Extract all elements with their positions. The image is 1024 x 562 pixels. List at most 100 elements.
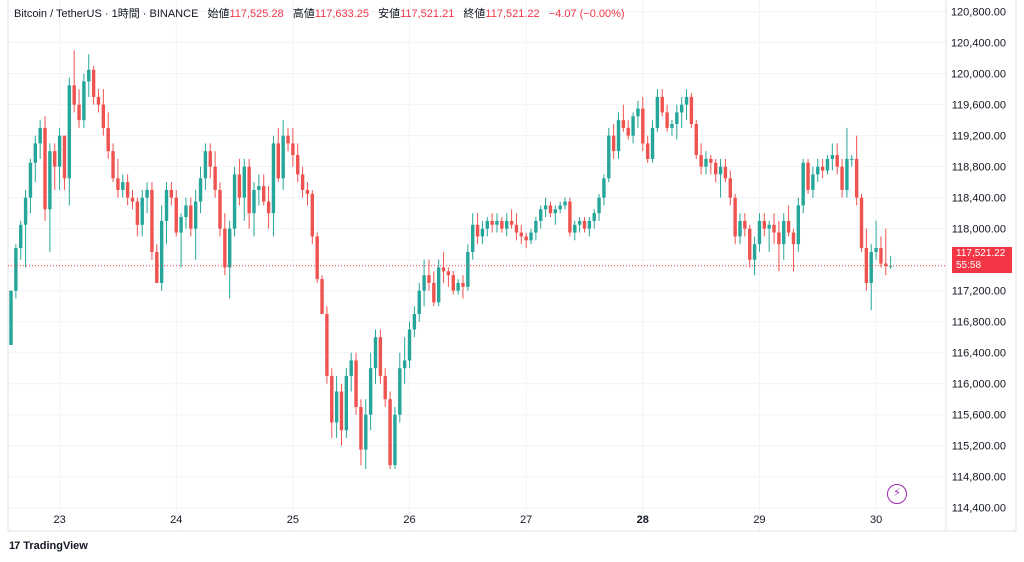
candle-body <box>140 197 144 225</box>
candle-body <box>806 162 810 190</box>
candle-body <box>432 282 436 303</box>
candle-body <box>641 108 645 144</box>
candle-body <box>796 205 801 245</box>
candle-body <box>694 124 698 156</box>
candle-body <box>888 265 893 267</box>
candle-body <box>130 197 135 202</box>
price-tick-label: 116,000.00 <box>952 379 1006 391</box>
candle-body <box>684 96 689 105</box>
price-tick-label: 120,400.00 <box>951 38 1006 50</box>
candle-body <box>33 143 37 163</box>
candle-body <box>291 143 295 156</box>
candle-body <box>14 248 18 291</box>
candle-body <box>850 158 854 160</box>
candle-body <box>193 201 198 229</box>
candle-body <box>305 189 310 194</box>
candle-body <box>752 244 757 260</box>
candle-body <box>514 224 519 233</box>
candle-body <box>43 127 47 210</box>
candle-body <box>373 337 378 369</box>
candle-body <box>334 391 339 423</box>
candle-body <box>840 166 844 190</box>
candle-body <box>461 282 465 287</box>
candle-body <box>228 228 232 268</box>
candle-body <box>777 232 781 245</box>
candle-body <box>757 220 762 245</box>
candle-body <box>636 108 640 117</box>
candle-body <box>519 232 523 237</box>
candle-body <box>607 135 611 179</box>
price-axis[interactable]: 120,800.00 120,400.00 120,000.00 119,600.00… <box>951 7 1006 515</box>
candle-body <box>709 158 713 163</box>
time-tick-label: 26 <box>403 514 415 526</box>
candle-body <box>155 251 159 283</box>
candle-body <box>330 375 334 423</box>
candle-body <box>475 224 480 237</box>
candle-body <box>801 162 805 206</box>
candle-body <box>748 228 752 260</box>
candle-body <box>631 116 635 136</box>
candle-body <box>422 275 426 291</box>
candle-body <box>811 174 815 190</box>
lightning-icon[interactable]: ⚡ <box>887 484 907 504</box>
candle-body <box>310 193 315 237</box>
candle-body <box>320 279 324 314</box>
tradingview-logo[interactable]: 17 TradingView <box>9 540 88 552</box>
candle-body <box>388 399 392 466</box>
candle-body <box>96 96 101 105</box>
candle-body <box>548 205 553 214</box>
candle-body <box>257 186 261 190</box>
candle-body <box>611 135 616 152</box>
open-value: 117,525.28 <box>229 8 284 20</box>
candle-body <box>364 414 368 450</box>
candle-body <box>670 124 674 128</box>
price-tick-label: 119,600.00 <box>952 100 1006 112</box>
candle-body <box>91 69 96 97</box>
candle-body <box>816 166 820 175</box>
time-tick-label: 30 <box>870 514 882 526</box>
change-value: −4.07 (−0.00%) <box>548 8 625 20</box>
candle-body <box>495 220 499 225</box>
candle-body <box>592 213 596 221</box>
candle-body <box>738 220 742 237</box>
candle-body <box>9 290 13 345</box>
price-tick-label: 118,400.00 <box>952 193 1006 205</box>
candle-body <box>213 166 217 190</box>
candle-body <box>106 127 110 152</box>
low-label: 安値 <box>378 8 401 20</box>
candle-body <box>543 205 548 210</box>
candle-body <box>237 174 242 198</box>
candle-body <box>563 201 567 206</box>
candle-body <box>368 368 373 415</box>
candle-body <box>568 201 572 233</box>
candle-body <box>349 360 353 376</box>
candle-body <box>441 267 446 272</box>
candle-body <box>825 158 830 171</box>
low-value: 117,521.21 <box>400 8 455 20</box>
price-tick-label: 114,800.00 <box>952 472 1006 484</box>
time-tick-label: 27 <box>520 514 532 526</box>
time-axis[interactable]: 23 24 25 26 27 28 29 30 <box>53 514 882 526</box>
close-label: 終値 <box>463 8 486 20</box>
candle-body <box>402 360 407 369</box>
candle-body <box>446 271 451 276</box>
candle-body <box>714 162 718 175</box>
candle-body <box>398 368 402 415</box>
candle-body <box>587 220 592 229</box>
candle-body <box>252 189 256 214</box>
candle-body <box>266 201 271 214</box>
candle-body <box>62 135 67 179</box>
candle-body <box>679 104 684 113</box>
symbol-title[interactable]: Bitcoin / TetherUS · 1時間 · BINANCE <box>14 8 199 20</box>
candle-body <box>53 151 57 167</box>
candle-body <box>417 290 421 314</box>
price-tick-label: 117,200.00 <box>952 286 1006 298</box>
candle-body <box>189 205 193 229</box>
candle-body <box>791 232 796 245</box>
candle-body <box>553 209 558 214</box>
bar-countdown: 55:58 <box>956 260 982 271</box>
candle-body <box>733 197 737 237</box>
candle-body <box>262 186 266 202</box>
price-tick-label: 118,000.00 <box>952 224 1006 236</box>
